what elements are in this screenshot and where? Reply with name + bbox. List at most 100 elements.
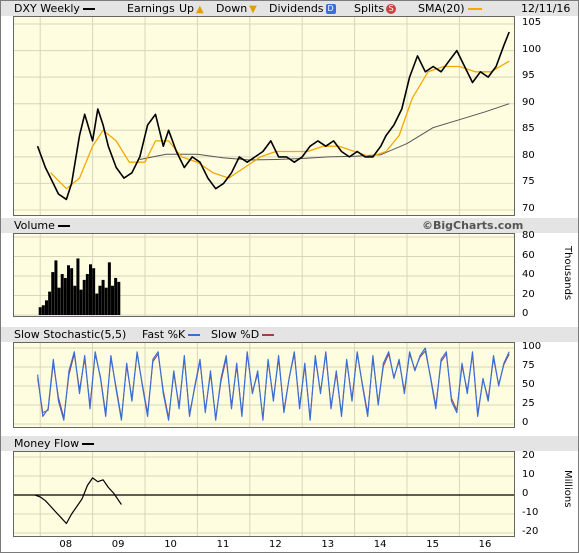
y-tick-label: 80 xyxy=(522,230,535,241)
fast-k-line xyxy=(37,347,510,421)
y-tick-label: 100 xyxy=(522,43,542,55)
volume-bar xyxy=(51,272,55,315)
y-tick-label: 20 xyxy=(522,450,535,461)
stochastic-chart-svg xyxy=(14,343,514,427)
x-tick-label: 14 xyxy=(373,539,387,550)
slow-d-legend: Slow %D xyxy=(211,327,275,342)
price-header-bar: DXY Weekly Earnings Up ▲ Down ▼ Dividends D… xyxy=(1,1,578,16)
x-tick-label: 09 xyxy=(111,539,125,550)
sma-long-line xyxy=(139,103,510,161)
stochastic-header-bar: Slow Stochastic(5,5) Fast %K Slow %D xyxy=(1,327,578,342)
y-tick-label: 40 xyxy=(522,269,535,280)
splits-legend: Splits S xyxy=(354,1,397,16)
volume-bar xyxy=(104,287,108,315)
y-tick-label: 85 xyxy=(522,123,535,135)
dividend-marker-icon: D xyxy=(325,4,336,14)
x-tick-label: 08 xyxy=(59,539,73,550)
volume-header-bar: Volume ©BigCharts.com xyxy=(1,218,578,233)
price-chart-svg xyxy=(14,17,514,215)
volume-bar xyxy=(54,260,58,315)
volume-bar xyxy=(107,262,111,315)
volume-bar xyxy=(111,285,115,315)
down-triangle-icon: ▼ xyxy=(249,4,257,15)
y-tick-label: 80 xyxy=(522,149,535,161)
sma-legend-line xyxy=(467,8,482,10)
volume-bar xyxy=(76,258,80,315)
volume-bar xyxy=(41,305,45,315)
watermark: ©BigCharts.com xyxy=(422,219,524,232)
money-flow-legend-line xyxy=(82,443,95,445)
y-tick-label: 10 xyxy=(522,469,535,480)
volume-bar xyxy=(66,265,70,315)
y-tick-label: 105 xyxy=(522,17,542,28)
x-tick-label: 13 xyxy=(321,539,335,550)
volume-bar xyxy=(101,279,105,315)
volume-bar xyxy=(38,307,42,315)
volume-bar xyxy=(117,281,121,315)
y-tick-label: 60 xyxy=(522,249,535,261)
stochastic-panel xyxy=(13,342,515,428)
slow-d-legend-line xyxy=(262,334,275,336)
down-legend: Down ▼ xyxy=(216,2,257,15)
y-tick-label: 75 xyxy=(522,360,535,371)
stochastic-label: Slow Stochastic(5,5) xyxy=(14,328,127,341)
y-tick-label: 75 xyxy=(522,176,535,188)
y-tick-label: 70 xyxy=(522,203,535,214)
volume-legend-line xyxy=(57,225,70,227)
x-tick-label: 16 xyxy=(478,539,492,550)
symbol-label: DXY Weekly xyxy=(14,1,95,16)
y-tick-label: 0 xyxy=(522,417,529,428)
y-tick-label: 25 xyxy=(522,398,535,409)
volume-bar xyxy=(95,293,99,315)
volume-bar xyxy=(79,289,83,315)
y-tick-label: 100 xyxy=(522,341,542,352)
up-triangle-icon: ▲ xyxy=(196,4,204,15)
x-tick-label: 15 xyxy=(426,539,439,550)
money-flow-header-bar: Money Flow xyxy=(1,436,578,451)
volume-bar xyxy=(89,264,93,315)
volume-panel xyxy=(13,233,515,317)
sma-20-line xyxy=(50,60,510,190)
y-tick-label: 20 xyxy=(522,288,535,300)
volume-label: Volume xyxy=(14,218,70,233)
y-tick-label: 90 xyxy=(522,96,535,108)
y-tick-label: -10 xyxy=(522,507,539,518)
x-tick-label: 10 xyxy=(164,539,177,550)
price-line xyxy=(36,31,510,201)
money-flow-label: Money Flow xyxy=(14,436,95,451)
volume-bar xyxy=(73,285,77,315)
x-tick-label: 11 xyxy=(216,539,230,550)
dividends-legend: Dividends D xyxy=(269,2,336,15)
sma-legend: SMA(20) xyxy=(418,1,482,16)
y-tick-label: -20 xyxy=(522,526,539,537)
volume-bar xyxy=(70,268,74,315)
volume-bar xyxy=(57,287,61,315)
y-tick-label: 0 xyxy=(522,308,529,319)
x-tick-label: 12 xyxy=(269,539,282,550)
volume-bar xyxy=(92,268,96,315)
volume-bar xyxy=(63,277,67,315)
date-label: 12/11/16 xyxy=(521,2,571,15)
volume-bar xyxy=(98,285,102,315)
volume-bar xyxy=(114,277,118,315)
volume-axis-title: Thousands xyxy=(562,246,573,301)
fast-k-legend: Fast %K xyxy=(142,327,201,342)
money-flow-panel xyxy=(13,451,515,537)
price-legend-line xyxy=(82,8,95,10)
fast-k-legend-line xyxy=(188,334,201,336)
money-flow-axis-title: Millions xyxy=(562,470,573,508)
volume-bar xyxy=(85,274,89,315)
volume-bar xyxy=(48,291,52,315)
money-flow-line xyxy=(34,477,122,525)
up-legend: Up ▲ xyxy=(179,2,204,15)
money-flow-chart-svg xyxy=(14,452,514,536)
volume-bar xyxy=(60,274,64,315)
earnings-label: Earnings xyxy=(127,2,175,15)
y-tick-label: 50 xyxy=(522,379,535,390)
price-panel xyxy=(13,16,515,216)
split-marker-icon: S xyxy=(386,4,397,14)
volume-bar xyxy=(44,300,48,315)
volume-chart-svg xyxy=(14,234,514,316)
y-tick-label: 95 xyxy=(522,70,535,82)
y-tick-label: 0 xyxy=(522,488,529,499)
